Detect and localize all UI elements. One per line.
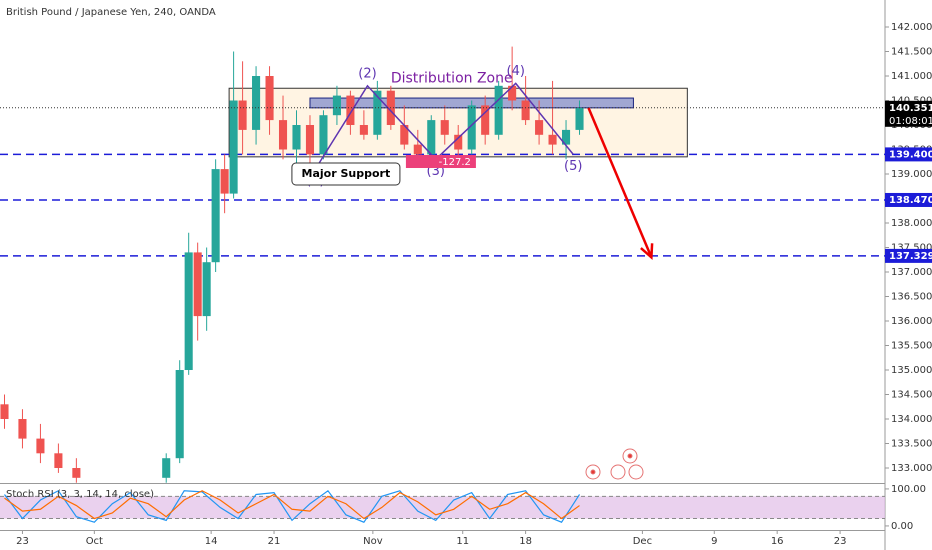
candle-body bbox=[561, 129, 571, 145]
y-tick-label: 133.000 bbox=[891, 463, 932, 474]
candle-body bbox=[373, 90, 382, 135]
candle-body bbox=[481, 105, 490, 135]
candle-body bbox=[202, 262, 211, 317]
y-tick-label: 135.500 bbox=[891, 341, 932, 352]
y-tick-label: 135.000 bbox=[891, 365, 932, 376]
candle-body bbox=[332, 95, 341, 116]
candle-body bbox=[278, 120, 288, 150]
level-label: 138.470 bbox=[889, 195, 932, 206]
wave-label: (5) bbox=[564, 159, 582, 174]
y-tick-label: 100.00 bbox=[891, 484, 926, 495]
countdown: 01:08:01 bbox=[889, 116, 932, 127]
candle-body bbox=[252, 76, 261, 130]
candle-body bbox=[72, 468, 81, 478]
x-tick-label: 21 bbox=[268, 536, 281, 547]
candle-body bbox=[467, 105, 476, 150]
candle-body bbox=[400, 125, 409, 145]
candle-body bbox=[211, 169, 220, 263]
candle-body bbox=[36, 438, 45, 454]
y-tick-label: 141.500 bbox=[891, 46, 932, 57]
candle-body bbox=[413, 144, 422, 155]
candle-body bbox=[0, 404, 9, 420]
y-tick-label: 141.000 bbox=[891, 71, 932, 82]
x-tick-label: Oct bbox=[86, 536, 103, 547]
wave-label: (2) bbox=[358, 66, 376, 81]
candle-body bbox=[175, 370, 184, 459]
x-tick-label: 16 bbox=[771, 536, 784, 547]
level-tag bbox=[885, 248, 932, 263]
candle-body bbox=[54, 453, 63, 469]
candle-body bbox=[292, 125, 301, 150]
candle-body bbox=[427, 120, 436, 155]
wave-label: (4) bbox=[507, 64, 525, 79]
measure-label: -127.2 bbox=[439, 157, 471, 168]
chart-title: British Pound / Japanese Yen, 240, OANDA bbox=[6, 7, 216, 18]
candle-body bbox=[440, 120, 449, 135]
x-tick-label: 9 bbox=[711, 536, 717, 547]
y-tick-label: 133.500 bbox=[891, 439, 932, 450]
x-tick-label: 23 bbox=[834, 536, 847, 547]
candle-body bbox=[575, 107, 584, 130]
candle-body bbox=[184, 252, 193, 371]
candle-body bbox=[238, 100, 247, 130]
candle-body bbox=[454, 134, 463, 150]
x-tick-label: 23 bbox=[16, 536, 29, 547]
y-tick-label: 142.000 bbox=[891, 22, 932, 33]
y-tick-label: 134.500 bbox=[891, 390, 932, 401]
candle-body bbox=[220, 169, 229, 194]
candle-body bbox=[18, 419, 27, 439]
x-tick-label: Dec bbox=[633, 536, 652, 547]
candle-body bbox=[494, 85, 503, 135]
axes: 23 Oct 14 21 Nov 11 18 Dec 9 16 23 133.000 133.500 13… bbox=[16, 22, 932, 547]
x-tick-label: 14 bbox=[205, 536, 218, 547]
oscillator-pane bbox=[0, 489, 885, 523]
level-tag bbox=[885, 147, 932, 162]
support-note-box bbox=[291, 162, 401, 186]
candle-body bbox=[193, 252, 202, 317]
candle-body bbox=[359, 125, 368, 135]
candle-body bbox=[548, 134, 557, 145]
y-tick-label: 139.000 bbox=[891, 169, 932, 180]
candle-body bbox=[265, 76, 274, 121]
y-tick-label: 136.500 bbox=[891, 292, 932, 303]
candle-body bbox=[162, 458, 171, 478]
zone-label: Distribution Zone bbox=[391, 70, 513, 86]
last-price-label: 140.351 bbox=[889, 103, 932, 114]
y-tick-label: 0.00 bbox=[891, 521, 913, 532]
y-tick-label: 138.000 bbox=[891, 218, 932, 229]
candle-body bbox=[229, 100, 238, 194]
stoch-band bbox=[0, 496, 885, 519]
level-tag bbox=[885, 192, 932, 207]
level-label: 137.329 bbox=[889, 251, 932, 262]
candle-body bbox=[346, 95, 355, 126]
candle-body bbox=[521, 100, 530, 121]
measure-tag bbox=[405, 155, 476, 169]
support-note: Major Support bbox=[302, 167, 391, 180]
candle-body bbox=[508, 85, 517, 101]
x-tick-label: 11 bbox=[456, 536, 469, 547]
arrow-head bbox=[640, 243, 654, 260]
last-price-tag bbox=[885, 100, 932, 127]
y-tick-label: 136.000 bbox=[891, 316, 932, 327]
candle-body bbox=[305, 125, 315, 155]
candle-body bbox=[319, 115, 328, 155]
y-tick-label: 137.000 bbox=[891, 267, 932, 278]
candle-body bbox=[535, 120, 544, 135]
level-label: 139.400 bbox=[889, 149, 932, 160]
y-tick-label: 134.000 bbox=[891, 414, 932, 425]
x-tick-label: 18 bbox=[519, 536, 532, 547]
x-tick-label: Nov bbox=[363, 536, 383, 547]
indicator-title: Stoch RSI (3, 3, 14, 14, close) bbox=[6, 489, 154, 500]
stoch-line bbox=[4, 490, 580, 520]
y-tick-label: 137.500 bbox=[891, 243, 932, 254]
forecast-arrow bbox=[587, 107, 653, 258]
event-icons bbox=[585, 448, 644, 480]
